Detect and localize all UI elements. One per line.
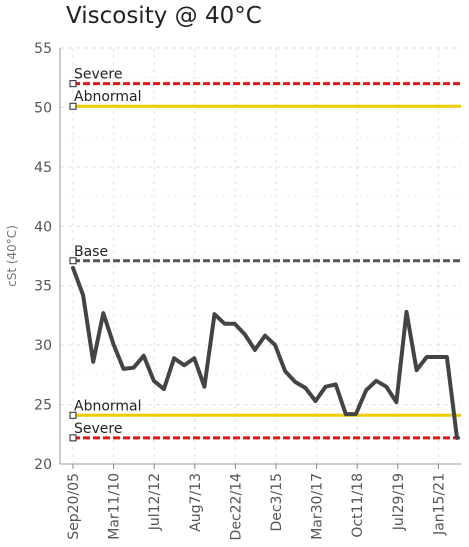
threshold-marker xyxy=(69,80,77,88)
series-layer xyxy=(71,265,459,440)
x-tick-label: Jan15/21 xyxy=(431,473,447,536)
threshold-label: Base xyxy=(74,244,108,260)
threshold-label: Severe xyxy=(74,421,122,437)
threshold-marker xyxy=(69,411,77,419)
y-tick-label: 40 xyxy=(34,219,52,235)
y-tick-label: 30 xyxy=(34,338,52,354)
y-axis-label: cSt (40°C) xyxy=(5,225,19,287)
threshold-marker xyxy=(69,434,77,442)
threshold-lines: Severe Abnormal Base Abnormal Severe xyxy=(69,67,461,442)
x-tick-label: Sep20/05 xyxy=(66,473,82,540)
y-tick-label: 25 xyxy=(34,398,52,414)
x-tick-label: Jul29/19 xyxy=(391,473,407,531)
plot-frame xyxy=(59,48,461,465)
y-tick-label: 35 xyxy=(34,279,52,295)
x-tick-label: Jul12/12 xyxy=(147,473,163,531)
y-tick-label: 55 xyxy=(34,41,52,57)
threshold-label: Abnormal xyxy=(74,89,142,105)
threshold-label: Severe xyxy=(74,67,122,83)
y-axis-ticks: 20 25 30 35 40 45 50 55 xyxy=(34,41,52,473)
threshold-marker xyxy=(69,102,77,110)
threshold-marker xyxy=(69,257,77,265)
y-tick-label: 45 xyxy=(34,160,52,176)
x-tick-label: Aug7/13 xyxy=(188,473,204,532)
y-tick-label: 50 xyxy=(34,100,52,116)
x-tick-label: Mar11/10 xyxy=(107,473,123,540)
threshold-label: Abnormal xyxy=(74,398,142,414)
x-axis-ticks: Sep20/05 Mar11/10 Jul12/12 Aug7/13 Dec22/14 D… xyxy=(66,464,447,540)
y-tick-label: 20 xyxy=(34,457,52,473)
series-line xyxy=(71,265,459,440)
chart-title: Viscosity @ 40°C xyxy=(66,3,262,29)
x-tick-label: Dec3/15 xyxy=(269,473,285,532)
x-tick-label: Mar30/17 xyxy=(310,473,326,540)
x-tick-label: Dec22/14 xyxy=(228,473,244,541)
x-tick-label: Oct11/18 xyxy=(350,473,366,538)
